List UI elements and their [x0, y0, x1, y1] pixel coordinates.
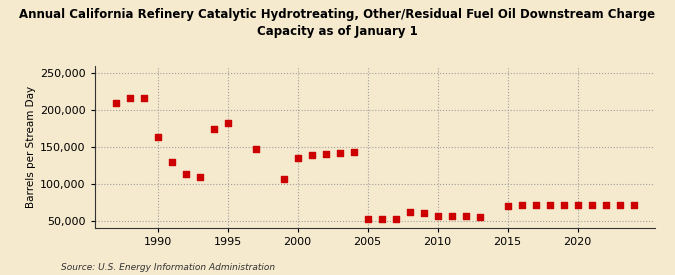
Y-axis label: Barrels per Stream Day: Barrels per Stream Day	[26, 86, 36, 208]
Text: Source: U.S. Energy Information Administration: Source: U.S. Energy Information Administ…	[61, 263, 275, 272]
Point	[152, 134, 163, 139]
Point	[558, 203, 569, 208]
Text: Annual California Refinery Catalytic Hydrotreating, Other/Residual Fuel Oil Down: Annual California Refinery Catalytic Hyd…	[20, 8, 655, 38]
Point	[432, 214, 443, 219]
Point	[138, 95, 149, 100]
Point	[278, 177, 289, 181]
Point	[250, 146, 261, 151]
Point	[502, 204, 513, 208]
Point	[292, 156, 303, 160]
Point	[362, 216, 373, 221]
Point	[348, 150, 359, 155]
Point	[222, 120, 233, 125]
Point	[194, 174, 205, 179]
Point	[600, 203, 611, 208]
Point	[531, 203, 541, 208]
Point	[334, 151, 345, 155]
Point	[320, 152, 331, 156]
Point	[614, 203, 625, 208]
Point	[166, 160, 177, 164]
Point	[475, 215, 485, 219]
Point	[110, 101, 121, 105]
Point	[124, 96, 135, 101]
Point	[516, 203, 527, 208]
Point	[404, 210, 415, 214]
Point	[572, 203, 583, 208]
Point	[390, 216, 401, 221]
Point	[460, 214, 471, 219]
Point	[628, 203, 639, 208]
Point	[544, 203, 555, 208]
Point	[306, 152, 317, 157]
Point	[418, 211, 429, 215]
Point	[180, 172, 191, 176]
Point	[208, 126, 219, 131]
Point	[376, 216, 387, 221]
Point	[446, 214, 457, 219]
Point	[587, 203, 597, 208]
